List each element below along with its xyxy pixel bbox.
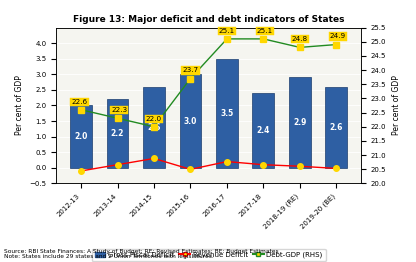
Bar (70, 106, 92, 168)
Text: 24.9: 24.9 (330, 34, 346, 40)
Text: 22.6: 22.6 (72, 99, 87, 105)
Text: 3.5: 3.5 (220, 109, 233, 118)
Text: 23.7: 23.7 (182, 67, 198, 73)
Bar (253, 93, 274, 168)
Text: 2.4: 2.4 (257, 126, 270, 135)
Text: 2.2: 2.2 (111, 129, 124, 138)
Legend: Gross Fiscal Deficit, Revenue Deficit, Debt-GDP (RHS): Gross Fiscal Deficit, Revenue Deficit, D… (92, 249, 325, 261)
Text: Source: RBI State Finances: A Study of Budget; RE: Revised Estimates; BE: Budget: Source: RBI State Finances: A Study of B… (4, 249, 279, 259)
Bar (143, 87, 165, 168)
Bar (180, 74, 201, 168)
Text: 24.8: 24.8 (292, 36, 308, 42)
Bar (289, 78, 311, 168)
Text: 2.9: 2.9 (293, 118, 307, 127)
Bar (106, 99, 129, 168)
Bar (325, 87, 347, 168)
Text: 22.3: 22.3 (111, 107, 127, 113)
Y-axis label: Per cent of GDP: Per cent of GDP (392, 75, 401, 135)
Text: 2.0: 2.0 (74, 132, 88, 141)
Text: 22.0: 22.0 (146, 116, 162, 122)
Y-axis label: Per cent of GDP: Per cent of GDP (15, 75, 24, 135)
Bar (216, 59, 238, 168)
Text: 2.6: 2.6 (329, 123, 343, 132)
Title: Figure 13: Major deficit and debt indicators of States: Figure 13: Major deficit and debt indica… (73, 15, 344, 24)
Text: 2.6: 2.6 (147, 123, 161, 132)
Text: 3.0: 3.0 (184, 117, 197, 125)
Text: 25.1: 25.1 (257, 28, 273, 34)
Text: 25.1: 25.1 (219, 28, 235, 34)
